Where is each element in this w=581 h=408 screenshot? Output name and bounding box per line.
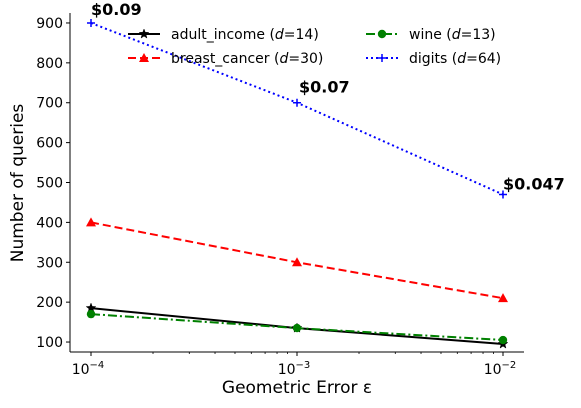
annotations: $0.09 $0.07 $0.047 xyxy=(91,0,565,193)
data-point-wine xyxy=(498,335,508,345)
y-tick-label: 700 xyxy=(36,96,63,112)
legend: adult_income (d=14) breast_cancer (d=30) w… xyxy=(128,27,501,67)
legend-item-adult-income: adult_income (d=14) xyxy=(128,27,319,43)
x-tick-label: 10−4 xyxy=(72,360,105,378)
y-ticks: 100 200 300 400 500 600 700 800 900 xyxy=(36,16,70,351)
legend-swatch-marker xyxy=(138,28,150,39)
legend-label: digits (d=64) xyxy=(409,51,501,67)
cost-annotation: $0.07 xyxy=(299,78,350,97)
y-tick-label: 800 xyxy=(36,56,63,72)
data-point-breast-cancer xyxy=(498,293,508,303)
y-tick-label: 900 xyxy=(36,16,63,32)
legend-item-wine: wine (d=13) xyxy=(366,27,496,43)
legend-item-digits: digits (d=64) xyxy=(366,51,501,67)
series-digits xyxy=(87,18,507,199)
legend-swatch-marker xyxy=(378,54,386,62)
legend-swatch-marker xyxy=(377,29,387,39)
legend-swatch-marker xyxy=(139,53,149,62)
y-tick-label: 200 xyxy=(36,295,63,311)
y-tick-label: 600 xyxy=(36,136,63,152)
data-point-digits xyxy=(499,190,507,199)
x-axis-title: Geometric Error ε xyxy=(222,378,372,398)
cost-annotation: $0.047 xyxy=(503,174,565,193)
y-tick-label: 100 xyxy=(36,335,63,351)
legend-label: adult_income (d=14) xyxy=(171,27,319,43)
y-tick-label: 500 xyxy=(36,176,63,192)
legend-label: wine (d=13) xyxy=(409,27,496,43)
legend-item-breast-cancer: breast_cancer (d=30) xyxy=(128,51,323,67)
data-point-wine xyxy=(86,309,96,319)
x-tick-label: 10−3 xyxy=(278,360,311,378)
data-point-digits xyxy=(87,18,95,27)
x-tick-label: 10−2 xyxy=(484,360,517,378)
y-axis-title: Number of queries xyxy=(8,104,28,263)
plot-area xyxy=(85,18,509,349)
x-ticks: 10−4 10−3 10−2 xyxy=(72,352,517,378)
data-point-breast-cancer xyxy=(86,217,96,227)
cost-annotation: $0.09 xyxy=(91,0,142,19)
legend-label: breast_cancer (d=30) xyxy=(171,51,323,67)
series-wine xyxy=(86,309,508,345)
series-line-digits xyxy=(90,22,504,196)
series-breast-cancer xyxy=(86,217,508,303)
y-tick-label: 400 xyxy=(36,215,63,231)
data-point-wine xyxy=(292,323,302,333)
data-point-breast-cancer xyxy=(292,257,302,267)
data-point-digits xyxy=(293,98,301,107)
y-tick-label: 300 xyxy=(36,255,63,271)
